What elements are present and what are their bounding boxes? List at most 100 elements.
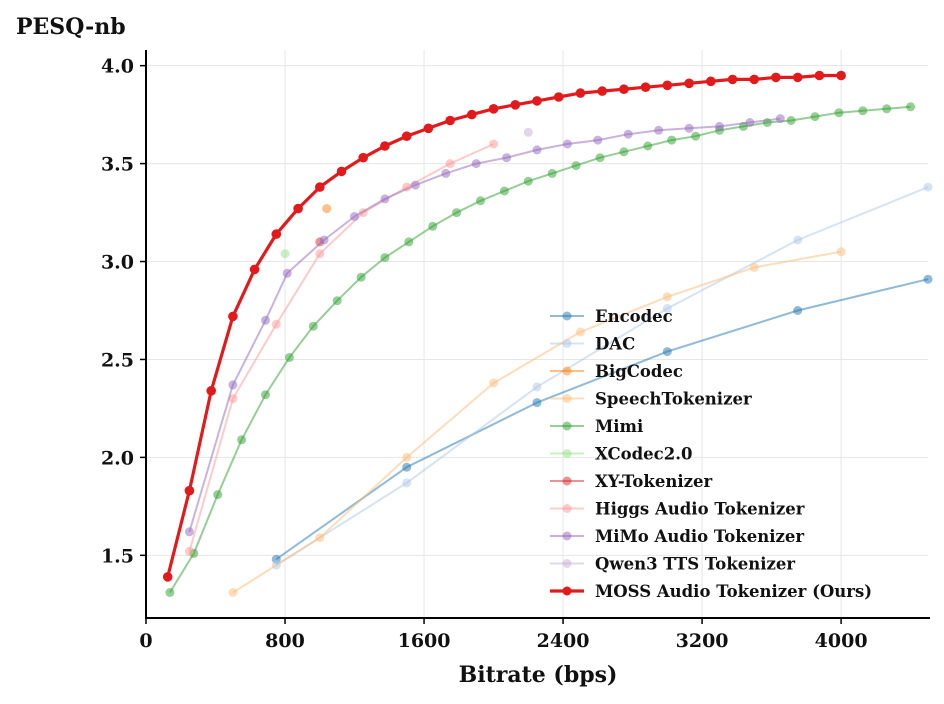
data-point (882, 104, 892, 114)
data-point (261, 315, 270, 325)
data-point (261, 390, 270, 400)
data-point (452, 208, 462, 218)
data-point (547, 168, 557, 178)
data-point (715, 121, 724, 131)
data-point (662, 304, 672, 313)
series-line (188, 117, 781, 533)
data-point (643, 141, 653, 151)
data-point (858, 106, 868, 116)
legend-entry-encodec: Encodec (550, 307, 673, 326)
data-point (213, 490, 223, 500)
data-point (402, 478, 412, 488)
legend-label: Higgs Audio Tokenizer (595, 500, 805, 519)
legend-swatch-marker (562, 504, 572, 513)
legend-entry-qwen3-tts-tokenizer: Qwen3 TTS Tokenizer (550, 555, 795, 574)
data-point (467, 109, 477, 120)
data-point (380, 253, 390, 263)
series-line (232, 250, 842, 594)
series-moss-audio-tokenizer-ours (162, 70, 846, 582)
data-point (249, 264, 260, 275)
data-point (332, 296, 342, 306)
legend-entry-moss-audio-tokenizer-ours: MOSS Audio Tokenizer (Ours) (550, 582, 872, 601)
data-point (293, 203, 303, 214)
data-point (523, 176, 533, 186)
series-xcodec2-0 (280, 249, 290, 259)
series-speechtokenizer (228, 247, 846, 597)
data-point (706, 76, 716, 87)
data-point (810, 112, 820, 122)
series-bigcodec (322, 204, 332, 214)
data-point (654, 125, 664, 135)
data-point (532, 398, 542, 408)
data-point (792, 72, 803, 83)
data-point (571, 161, 581, 171)
legend-swatch-marker (562, 531, 572, 541)
x-tick-label: 3200 (676, 630, 729, 652)
data-point (834, 108, 844, 118)
data-point (471, 159, 481, 169)
data-point (523, 127, 533, 137)
data-point (532, 382, 542, 392)
data-point (441, 168, 451, 178)
data-point (532, 145, 542, 155)
legend-swatch-marker (562, 311, 572, 321)
data-point (793, 235, 803, 245)
data-point (336, 166, 347, 177)
data-point (553, 92, 564, 102)
x-tick-label: 2400 (537, 630, 590, 652)
data-point (745, 118, 755, 127)
data-point (350, 212, 359, 221)
data-point (786, 116, 796, 125)
legend-swatch-marker (562, 394, 572, 403)
data-point (445, 159, 455, 169)
data-point (237, 435, 247, 445)
data-point (280, 249, 290, 259)
data-point (282, 268, 292, 278)
legend-swatch-marker (562, 449, 572, 458)
series-mimi (165, 102, 916, 597)
legend-label: Mimi (595, 417, 643, 436)
data-point (356, 272, 366, 282)
data-point (308, 321, 318, 331)
data-point (404, 237, 414, 247)
data-point (771, 72, 781, 83)
data-point (727, 74, 738, 85)
series-mimo-audio-tokenizer (184, 114, 785, 537)
data-point (595, 153, 605, 163)
legend-entry-higgs-audio-tokenizer: Higgs Audio Tokenizer (550, 500, 805, 519)
data-point (575, 327, 585, 337)
legend-swatch-marker (562, 339, 572, 348)
data-point (445, 115, 455, 126)
data-point (793, 306, 803, 315)
data-point (775, 114, 785, 124)
data-point (749, 74, 759, 85)
data-point (489, 139, 499, 149)
data-point (749, 262, 759, 272)
legend-label: SpeechTokenizer (595, 390, 752, 409)
legend-label: MOSS Audio Tokenizer (Ours) (595, 582, 872, 601)
data-point (662, 347, 672, 357)
data-point (423, 123, 434, 134)
data-point (315, 249, 325, 259)
data-point (619, 84, 629, 94)
data-point (593, 135, 603, 145)
data-point (488, 104, 499, 114)
data-point (562, 139, 572, 149)
legend-swatch-marker (562, 586, 572, 596)
x-tick-label: 800 (265, 630, 305, 652)
data-point (667, 135, 677, 145)
data-point (228, 588, 238, 597)
y-tick-label: 3.0 (101, 252, 134, 274)
data-point (206, 386, 216, 396)
data-point (623, 129, 633, 139)
data-point (228, 311, 238, 322)
x-axis-label: Bitrate (bps) (459, 662, 618, 688)
legend: Encodec DAC BigCodec SpeechTokenizer Mimi XCo… (550, 307, 872, 601)
legend-label: XCodec2.0 (595, 445, 692, 464)
data-point (476, 196, 485, 206)
tick-labels: 0 800 1600 2400 3200 4000 1.5 2.0 2.5 3.0 3.5 4.0 (101, 56, 868, 652)
data-point (906, 102, 916, 112)
data-point (165, 588, 175, 597)
data-point (923, 182, 933, 192)
